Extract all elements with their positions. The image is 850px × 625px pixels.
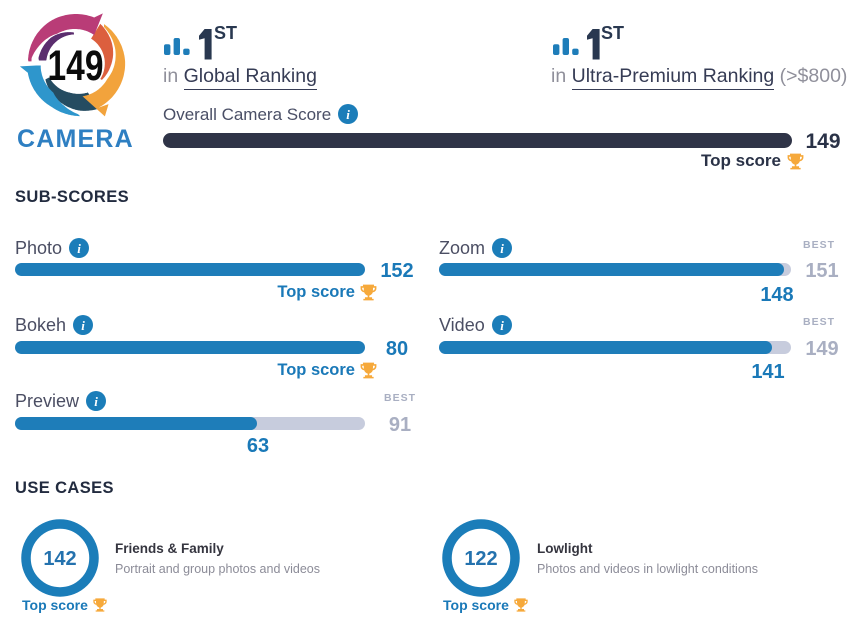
svg-text:i: i	[77, 241, 81, 256]
svg-text:i: i	[346, 107, 350, 122]
svg-text:122: 122	[464, 548, 497, 570]
svg-text:i: i	[94, 394, 98, 409]
svg-text:i: i	[500, 318, 504, 333]
svg-text:i: i	[500, 241, 504, 256]
svg-text:142: 142	[43, 548, 76, 570]
svg-text:149: 149	[48, 42, 104, 90]
svg-text:i: i	[81, 318, 85, 333]
